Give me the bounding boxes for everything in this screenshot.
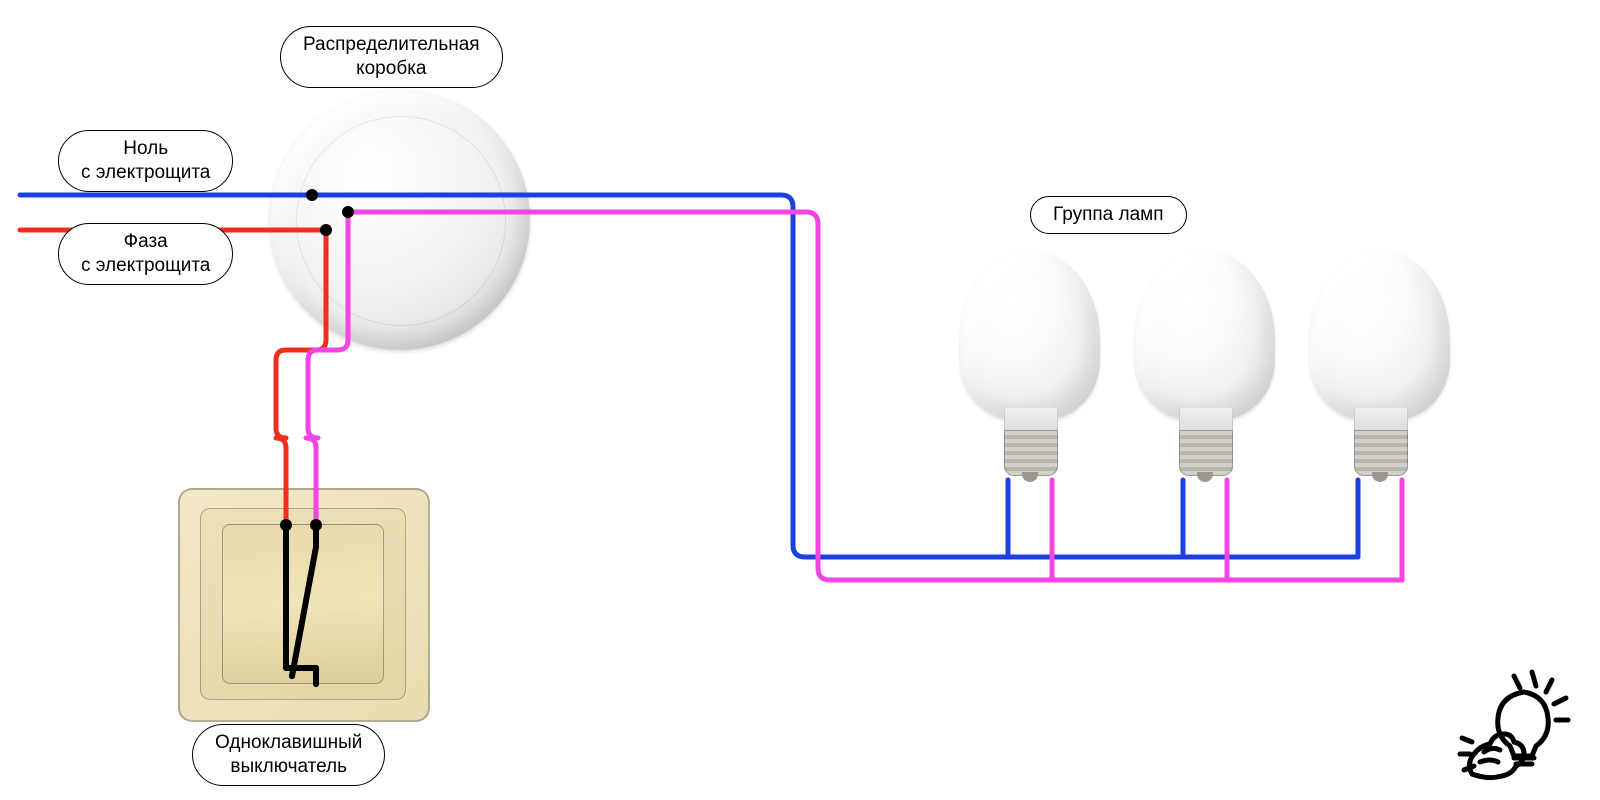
- label-text: Фаза: [124, 231, 168, 252]
- junction-box-icon: [270, 90, 530, 350]
- label-text: Распределительная: [303, 34, 480, 55]
- label-text: выключатель: [215, 755, 362, 779]
- bulb-icon: [960, 250, 1100, 480]
- switch-rocker-icon: [222, 524, 384, 684]
- label-neutral: Ноль с электрощита: [58, 130, 233, 192]
- label-text: с электрощита: [81, 254, 210, 278]
- label-text: коробка: [303, 57, 480, 81]
- label-text: Группа ламп: [1053, 204, 1164, 225]
- label-text: Одноклавишный: [215, 732, 362, 753]
- label-lamps: Группа ламп: [1030, 196, 1187, 234]
- label-text: с электрощита: [81, 161, 210, 185]
- label-text: Ноль: [123, 138, 168, 159]
- snap-bulb-logo-icon: [1454, 662, 1574, 782]
- label-junction-box: Распределительная коробка: [280, 26, 503, 88]
- diagram-stage: Распределительная коробка Ноль с электро…: [0, 0, 1600, 800]
- label-switch: Одноклавишный выключатель: [192, 724, 385, 786]
- bulb-icon: [1310, 250, 1450, 480]
- bulb-icon: [1135, 250, 1275, 480]
- label-phase: Фаза с электрощита: [58, 223, 233, 285]
